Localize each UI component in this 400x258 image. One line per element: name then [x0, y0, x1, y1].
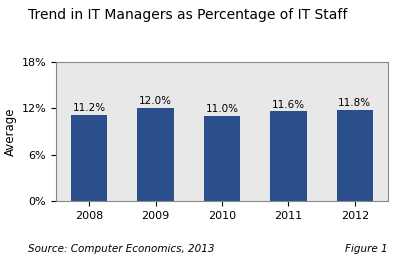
Bar [336, 110, 373, 201]
Y-axis label: Average: Average [4, 107, 17, 156]
Text: Source: Computer Economics, 2013: Source: Computer Economics, 2013 [28, 244, 214, 254]
Text: 11.0%: 11.0% [206, 104, 238, 114]
Bar [270, 111, 307, 201]
Text: Figure 1: Figure 1 [345, 244, 388, 254]
Bar [137, 108, 174, 201]
Text: 11.2%: 11.2% [73, 103, 106, 113]
Bar [71, 115, 108, 201]
Text: 11.6%: 11.6% [272, 100, 305, 110]
Text: Trend in IT Managers as Percentage of IT Staff: Trend in IT Managers as Percentage of IT… [28, 8, 347, 22]
Bar [204, 116, 240, 201]
Text: 11.8%: 11.8% [338, 98, 371, 108]
Text: 12.0%: 12.0% [139, 96, 172, 107]
